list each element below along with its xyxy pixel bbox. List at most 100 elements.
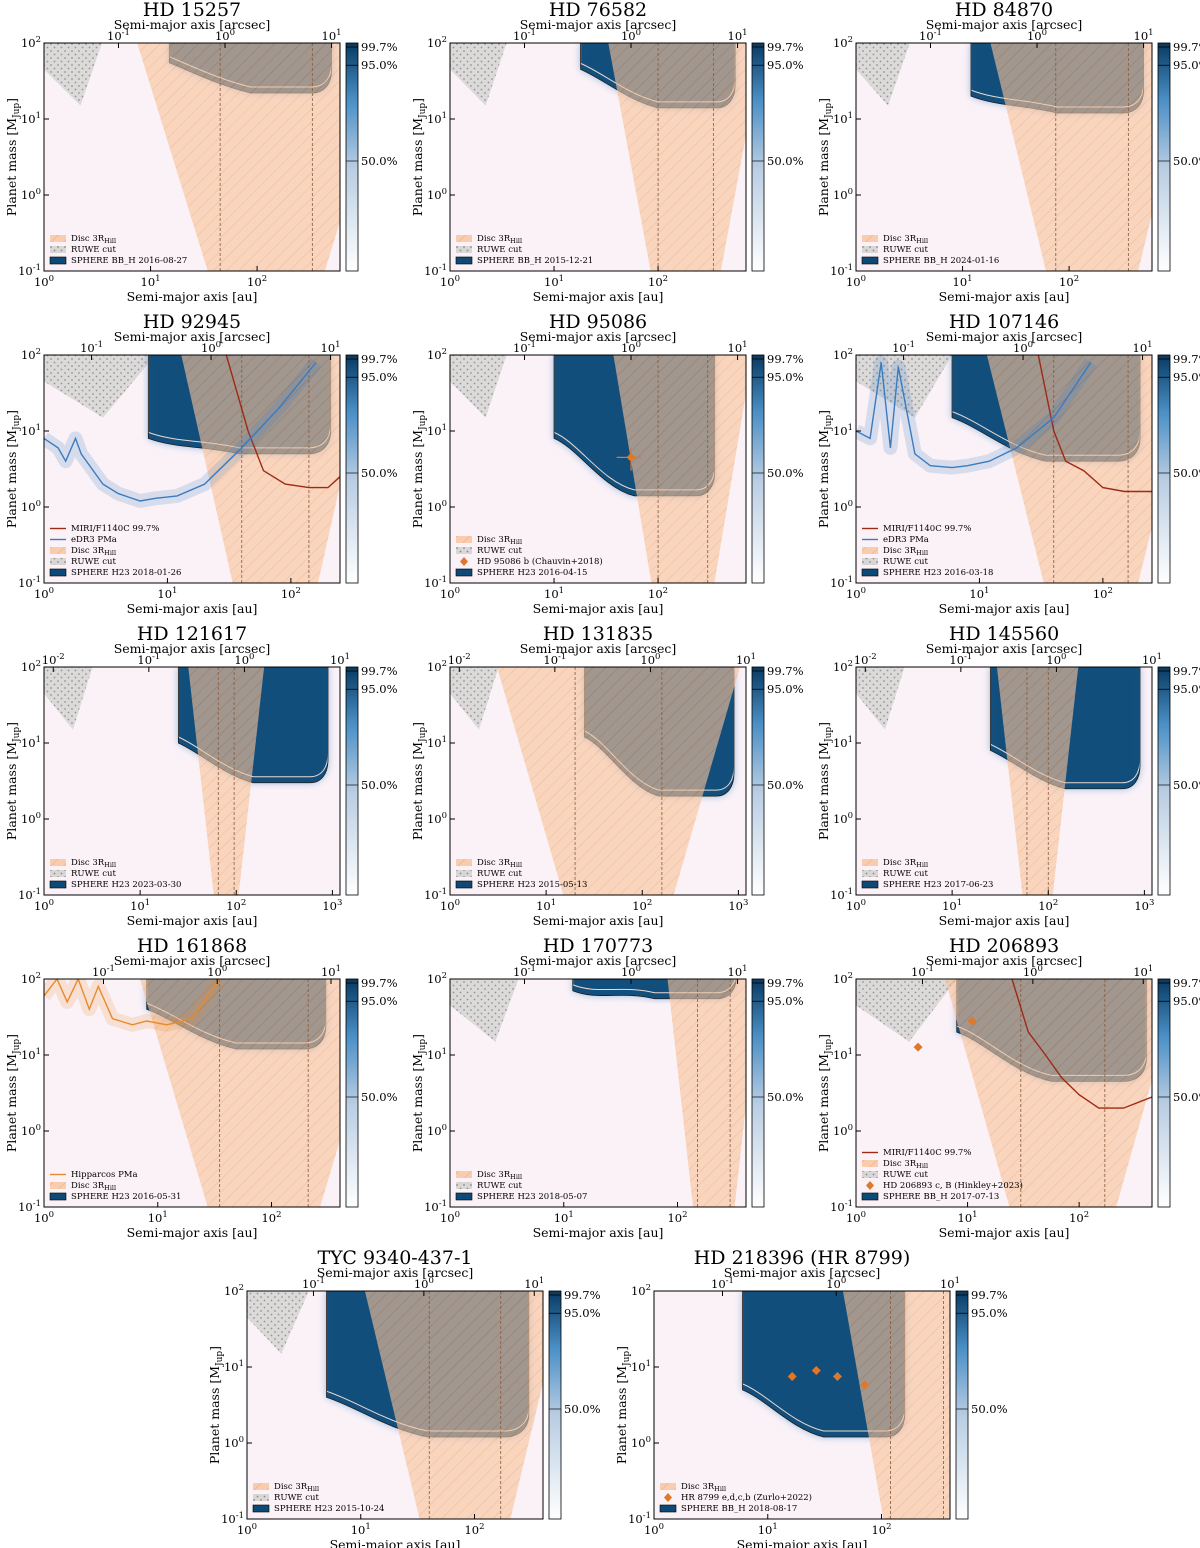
y-axis-label: Planet mass [MJup]: [410, 410, 428, 528]
panel-title: HD 15257: [143, 0, 241, 21]
x-top-tick-label: 10-1: [513, 964, 536, 979]
limit-curve: [225, 355, 340, 489]
legend-label: Disc 3RHill: [477, 1170, 522, 1181]
colorbar-label: 50.0%: [361, 1090, 398, 1104]
legend-label: HR 8799 e,d,c,b (Zurlo+2022): [681, 1492, 812, 1503]
x-top-tick-label: 10-2: [42, 652, 65, 667]
x-top-tick-label: 101: [321, 964, 341, 979]
y-axis-label: Planet mass [MJup]: [4, 98, 22, 216]
x-tick-label: 101: [958, 1210, 978, 1225]
panel-title: HD 206893: [949, 935, 1059, 957]
plot-area: [856, 667, 1152, 895]
x-axis-label: Semi-major axis [au]: [127, 913, 258, 928]
colorbar-label: 95.0%: [1173, 682, 1200, 696]
limit-curve: [856, 362, 1092, 469]
y-tick-label: 102: [21, 35, 41, 50]
x-top-tick-label: 10-2: [448, 652, 471, 667]
legend-swatch-ruwe: [456, 870, 472, 877]
ruwe-cut-region: [856, 667, 905, 730]
y-tick-label: 100: [21, 499, 41, 514]
colorbar-label: 50.0%: [1173, 778, 1200, 792]
x-top-axis-label: Semi-major axis [arcsec]: [317, 1265, 474, 1280]
y-tick-label: 10-1: [830, 1199, 853, 1214]
limit-curve: [1011, 979, 1152, 1109]
x-top-tick-label: 100: [1023, 964, 1043, 979]
x-tick-label: 100: [34, 1210, 54, 1225]
x-top-tick-label: 100: [621, 28, 641, 43]
y-tick-label: 101: [833, 111, 853, 126]
legend-label: SPHERE H23 2016-03-18: [883, 568, 993, 578]
x-tick-label: 103: [322, 898, 342, 913]
x-top-axis-label: Semi-major axis [arcsec]: [926, 17, 1083, 32]
legend-label: Disc 3RHill: [681, 1482, 726, 1493]
ruwe-cut-region: [450, 355, 507, 418]
x-top-tick-label: 100: [640, 652, 660, 667]
y-tick-label: 102: [427, 35, 447, 50]
colorbar-label: 95.0%: [361, 682, 398, 696]
x-tick-label: 101: [544, 586, 564, 601]
x-tick-label: 100: [846, 274, 866, 289]
legend-label: SPHERE BB_H 2018-08-17: [681, 1504, 797, 1514]
x-top-tick-label: 101: [322, 28, 342, 43]
panel-title: HD 121617: [137, 623, 247, 645]
legend-label: Disc 3RHill: [274, 1482, 319, 1493]
x-top-tick-label: 100: [621, 340, 641, 355]
legend-label: HD 95086 b (Chauvin+2018): [477, 556, 603, 567]
x-tick-label: 102: [648, 274, 668, 289]
x-tick-label: 100: [34, 274, 54, 289]
colorbar-label: 99.7%: [361, 664, 398, 678]
x-tick-label: 102: [1038, 898, 1058, 913]
y-tick-label: 100: [631, 1435, 651, 1450]
legend-swatch-ruwe: [862, 1171, 878, 1178]
colorbar-label: 99.7%: [767, 352, 804, 366]
legend-label: Disc 3RHill: [883, 858, 928, 869]
ruwe-cut-region: [44, 43, 102, 106]
x-tick-label: 101: [969, 586, 989, 601]
x-top-tick-label: 100: [414, 1276, 434, 1291]
y-tick-label: 102: [21, 347, 41, 362]
legend-label: RUWE cut: [883, 869, 928, 879]
x-top-tick-label: 10-1: [92, 964, 115, 979]
x-top-tick-label: 100: [234, 652, 254, 667]
legend-label: SPHERE H23 2017-06-23: [883, 880, 993, 890]
legend-swatch-sphere: [49, 1192, 67, 1201]
legend-swatch-ruwe: [253, 1494, 269, 1501]
plot-frame: [855, 978, 1153, 1208]
x-tick-label: 102: [1069, 1210, 1089, 1225]
legend-swatch-sphere: [455, 256, 473, 265]
x-tick-label: 102: [1093, 586, 1113, 601]
y-tick-label: 10-1: [424, 263, 447, 278]
plot-frame: [449, 978, 747, 1208]
colorbar: [345, 666, 359, 896]
planet-marker: [626, 452, 636, 462]
x-top-tick-label: 101: [728, 28, 748, 43]
plot-frame: [43, 42, 341, 272]
plot-area: [44, 667, 340, 895]
planet-marker: [967, 1016, 977, 1026]
legend-swatch-sphere: [49, 256, 67, 265]
x-top-tick-label: 10-1: [892, 340, 915, 355]
legend-label: SPHERE H23 2016-04-15: [477, 568, 587, 578]
plot-area: [44, 355, 340, 583]
y-tick-label: 100: [21, 811, 41, 826]
colorbar-label: 99.7%: [564, 1288, 601, 1302]
y-axis-label: Planet mass [MJup]: [410, 1034, 428, 1152]
panel-title: HD 84870: [955, 0, 1053, 21]
x-top-tick-label: 10-1: [137, 652, 160, 667]
x-tick-label: 103: [1134, 898, 1154, 913]
x-tick-label: 102: [226, 898, 246, 913]
y-tick-label: 101: [427, 111, 447, 126]
colorbar-label: 50.0%: [1173, 154, 1200, 168]
legend-swatch-ruwe: [456, 547, 472, 554]
colorbar-label: 50.0%: [767, 778, 804, 792]
colorbar: [1157, 42, 1171, 272]
